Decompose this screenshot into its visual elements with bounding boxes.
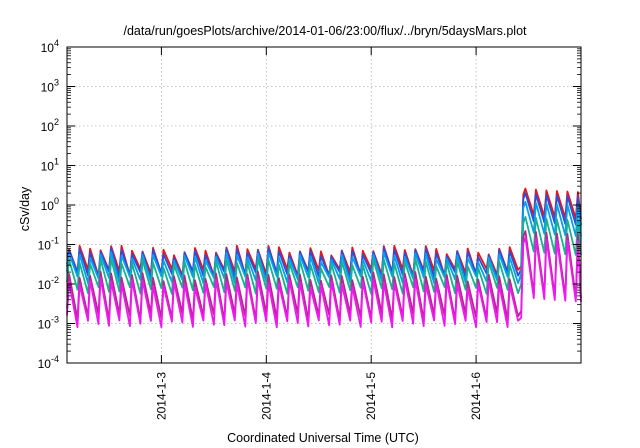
y-tick-label: 10-4: [38, 354, 59, 371]
y-tick-label: 104: [41, 38, 59, 55]
x-tick-labels: 2014-1-3 2014-1-4 2014-1-5 2014-1-6: [154, 372, 483, 420]
series-line: [66, 216, 582, 295]
x-tick-label: 2014-1-5: [364, 372, 378, 420]
y-tick-label: 102: [41, 117, 59, 134]
y-tick-label: 10-1: [38, 236, 59, 253]
ticks: [67, 46, 581, 364]
x-axis-label: Coordinated Universal Time (UTC): [227, 431, 419, 445]
y-tick-label: 101: [41, 157, 59, 174]
x-tick-label: 2014-1-3: [154, 372, 168, 420]
series-line: [66, 236, 582, 329]
y-tick-label: 103: [41, 78, 59, 95]
y-axis-label: cSv/day: [18, 186, 32, 231]
x-tick-label: 2014-1-6: [469, 372, 483, 420]
series-group: [66, 187, 582, 329]
series-line: [66, 201, 582, 285]
chart-title: /data/run/goesPlots/archive/2014-01-06/2…: [123, 24, 527, 38]
grid: [67, 47, 581, 363]
y-tick-label: 10-2: [38, 275, 59, 292]
y-tick-labels: 10-4 10-3 10-2 10-1 100 101 102 103 104: [38, 38, 59, 371]
y-tick-label: 10-3: [38, 315, 59, 332]
y-tick-label: 100: [41, 196, 59, 213]
x-tick-label: 2014-1-4: [259, 372, 273, 420]
